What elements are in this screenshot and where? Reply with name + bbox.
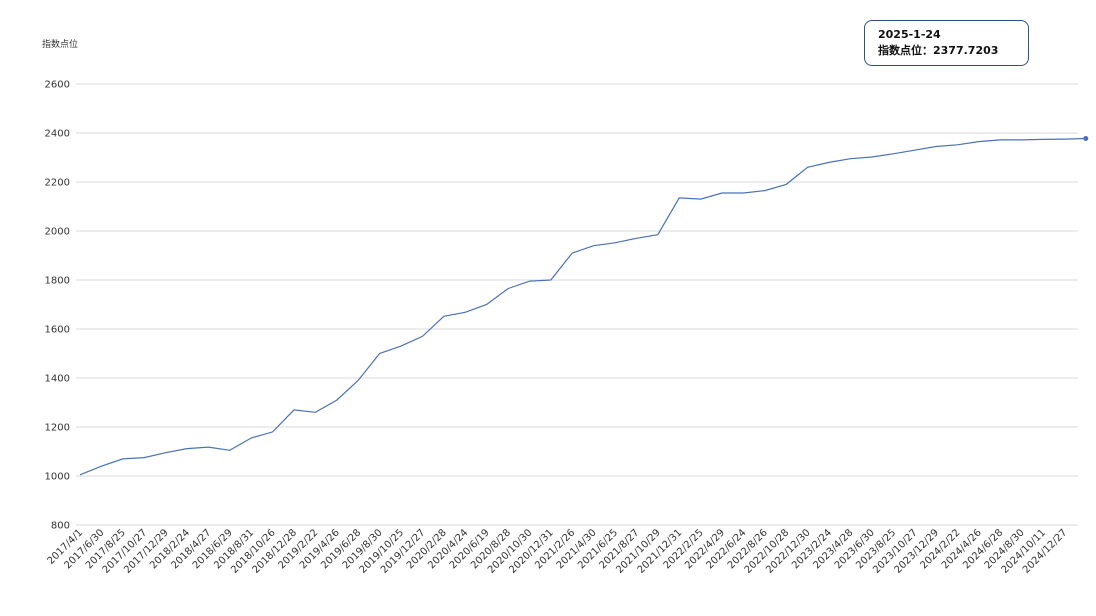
y-tick-label: 2200	[45, 178, 70, 189]
y-tick-label: 1000	[45, 472, 70, 483]
y-axis-label: 指数点位	[42, 38, 78, 50]
tooltip-value: 指数点位：2377.7203	[878, 43, 1028, 59]
tooltip-date: 2025-1-24	[878, 28, 941, 41]
y-tick-label: 2400	[45, 129, 70, 140]
tooltip: 2025-1-24 指数点位：2377.7203	[864, 20, 1029, 66]
tooltip-number: 2377.7203	[933, 44, 999, 57]
y-tick-label: 2600	[45, 80, 70, 91]
tooltip-label: 指数点位：	[878, 44, 933, 57]
point-marker	[1083, 135, 1089, 141]
y-tick-label: 2000	[45, 227, 70, 238]
y-tick-label: 1400	[45, 374, 70, 385]
y-tick-label: 1200	[45, 423, 70, 434]
line	[79, 137, 1086, 476]
y-tick-label: 1600	[45, 325, 70, 336]
y-tick-label: 800	[51, 521, 70, 532]
y-tick-label: 1800	[45, 276, 70, 287]
